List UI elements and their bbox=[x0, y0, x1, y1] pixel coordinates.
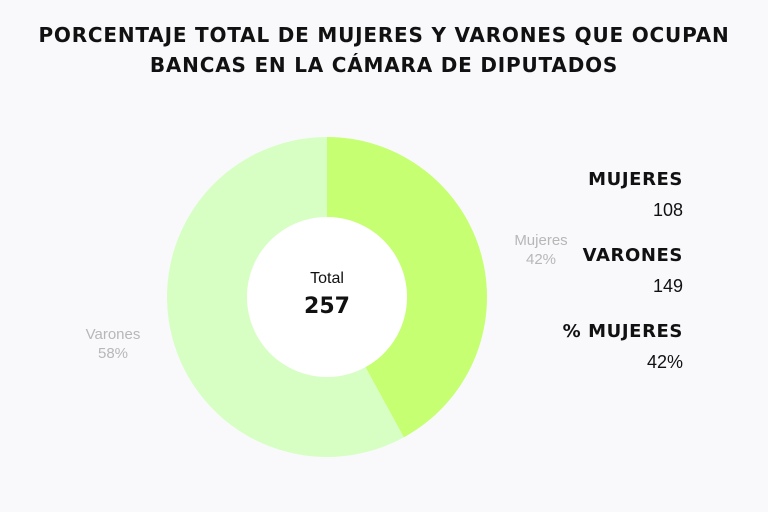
stat-value-mujeres: 108 bbox=[652, 200, 683, 220]
slice-label-varones: Varones 58% bbox=[68, 325, 158, 363]
donut-slice-mujeres bbox=[327, 137, 488, 438]
chart-title-line-1: PORCENTAJE TOTAL DE MUJERES Y VARONES QU… bbox=[38, 23, 730, 47]
slice-percent-mujeres: 42% bbox=[525, 251, 557, 268]
chart-title-line-2: BANCAS EN LA CÁMARA DE DIPUTADOS bbox=[149, 53, 619, 77]
stat-label-varones: VARONES bbox=[582, 245, 683, 266]
center-total-label: Total bbox=[310, 270, 344, 287]
stat-value-percent-mujeres: 42% bbox=[646, 352, 683, 372]
stat-label-percent-mujeres: % MUJERES bbox=[562, 321, 683, 342]
slice-label-mujeres: Mujeres 42% bbox=[496, 231, 586, 269]
center-total-value: 257 bbox=[304, 294, 350, 319]
slice-name-mujeres: Mujeres bbox=[514, 232, 568, 249]
donut-slice-varones bbox=[167, 137, 404, 457]
slice-name-varones: Varones bbox=[85, 326, 141, 343]
slice-percent-varones: 58% bbox=[97, 345, 129, 362]
chart-title: PORCENTAJE TOTAL DE MUJERES Y VARONES QU… bbox=[0, 20, 768, 80]
donut-hole bbox=[247, 217, 407, 377]
stats-panel: MUJERES 108 VARONES 149 % MUJERES 42% bbox=[563, 168, 683, 396]
stat-value-varones: 149 bbox=[652, 276, 683, 296]
stat-label-mujeres: MUJERES bbox=[588, 169, 683, 190]
